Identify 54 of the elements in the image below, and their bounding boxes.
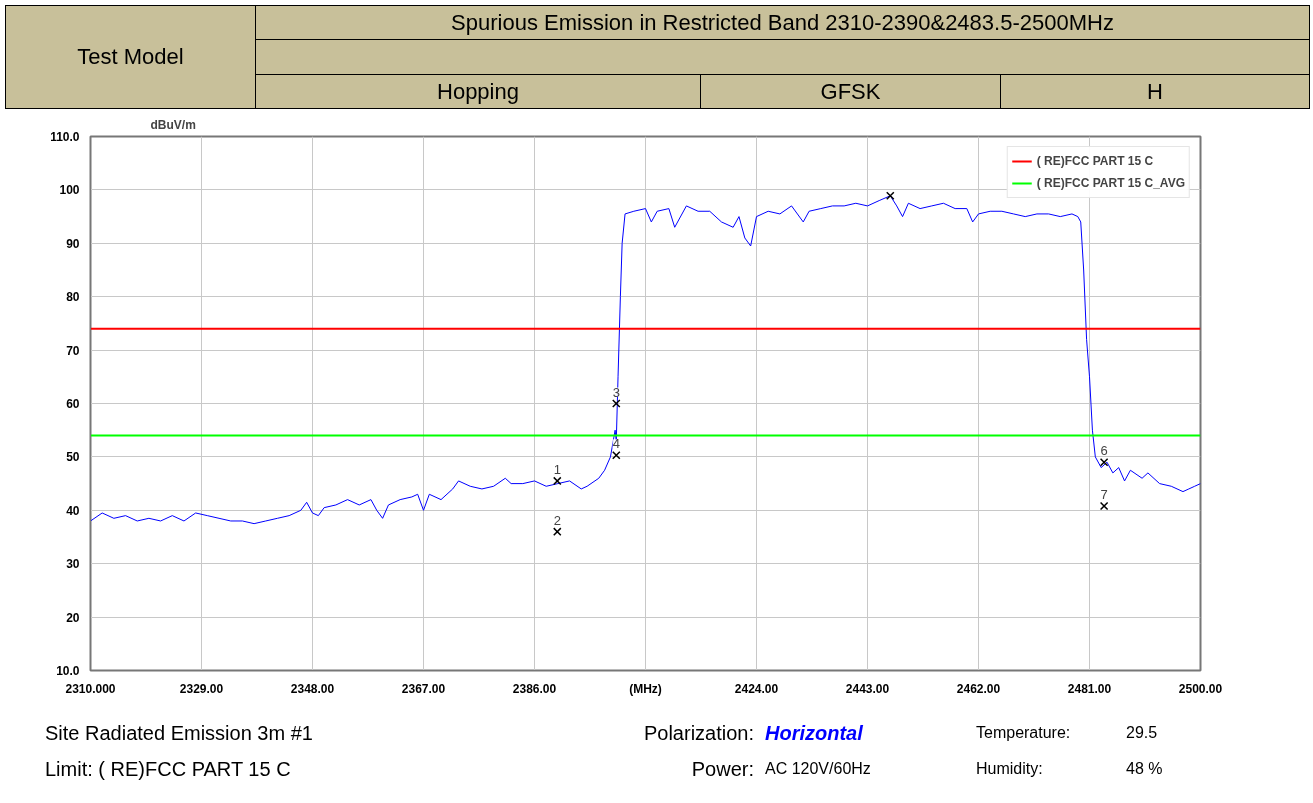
text: Power: (690, 756, 755, 782)
x-tick-label: 2329.00 (179, 681, 224, 696)
chart-title: Spurious Emission in Restricted Band 2310-2390&2483.5-2500MHz (255, 5, 1310, 40)
x-tick-label: 2348.00 (290, 681, 335, 696)
text: Temperature: (975, 722, 1072, 743)
point (553, 476, 562, 486)
y-axis-title: dBuV/m (150, 117, 196, 132)
y-tick-label: 110.0 (50, 130, 80, 144)
text: 48 % (1125, 758, 1164, 779)
annotation: 1 (553, 461, 561, 477)
point (886, 191, 895, 201)
x-tick-label: 2481.00 (1067, 681, 1112, 696)
y-tick-label: 30 (66, 557, 80, 572)
x-tick-label: 2462.00 (956, 681, 1001, 696)
x-tick-label: 2386.00 (512, 681, 557, 696)
annotation: 7 (1100, 487, 1108, 503)
annotation: 6 (1100, 443, 1108, 459)
y-tick-label: 100 (59, 183, 80, 198)
y-tick-label: 90 (66, 236, 80, 251)
y-tick-label: 60 (66, 397, 80, 411)
x-tick-label: 2367.00 (401, 681, 446, 696)
legend-label: ( RE)FCC PART 15 C (1036, 154, 1154, 168)
text: AC 120V/60Hz (764, 758, 872, 779)
y-tick-label: 10.0 (56, 664, 80, 678)
text: Site Radiated Emission 3m #1 (44, 720, 314, 746)
text: Polarization: (642, 720, 755, 746)
y-tick-label: 50 (66, 450, 80, 465)
text: Limit: ( RE)FCC PART 15 C (44, 756, 292, 782)
text: Horizontal (764, 720, 864, 746)
point (612, 399, 621, 408)
y-tick-label: 40 (66, 503, 80, 518)
line-series (90, 195, 1201, 525)
point (1099, 501, 1109, 511)
x-tick-label: (MHz) (629, 681, 662, 696)
text: Humidity: (975, 758, 1044, 779)
x-tick-label: 2500.00 (1178, 681, 1223, 696)
annotation: 2 (553, 512, 561, 528)
x-tick-label: 2310.000 (65, 681, 116, 696)
x-tick-label: 2443.00 (845, 681, 890, 696)
point (612, 451, 621, 460)
annotation: 3 (612, 384, 620, 400)
text: GFSK (700, 74, 1001, 109)
annotation: 4 (612, 436, 620, 452)
text: H (1000, 74, 1310, 109)
y-tick-label: 80 (66, 290, 80, 305)
text: Test Model (5, 5, 256, 109)
point (553, 527, 562, 536)
y-tick-label: 20 (66, 610, 80, 625)
y-tick-label: 70 (66, 343, 80, 358)
point (1099, 457, 1109, 467)
x-tick-label: 2424.00 (734, 681, 779, 696)
text: Hopping (255, 74, 701, 109)
text: 29.5 (1125, 722, 1159, 743)
legend-label: ( RE)FCC PART 15 C_AVG (1036, 176, 1185, 190)
